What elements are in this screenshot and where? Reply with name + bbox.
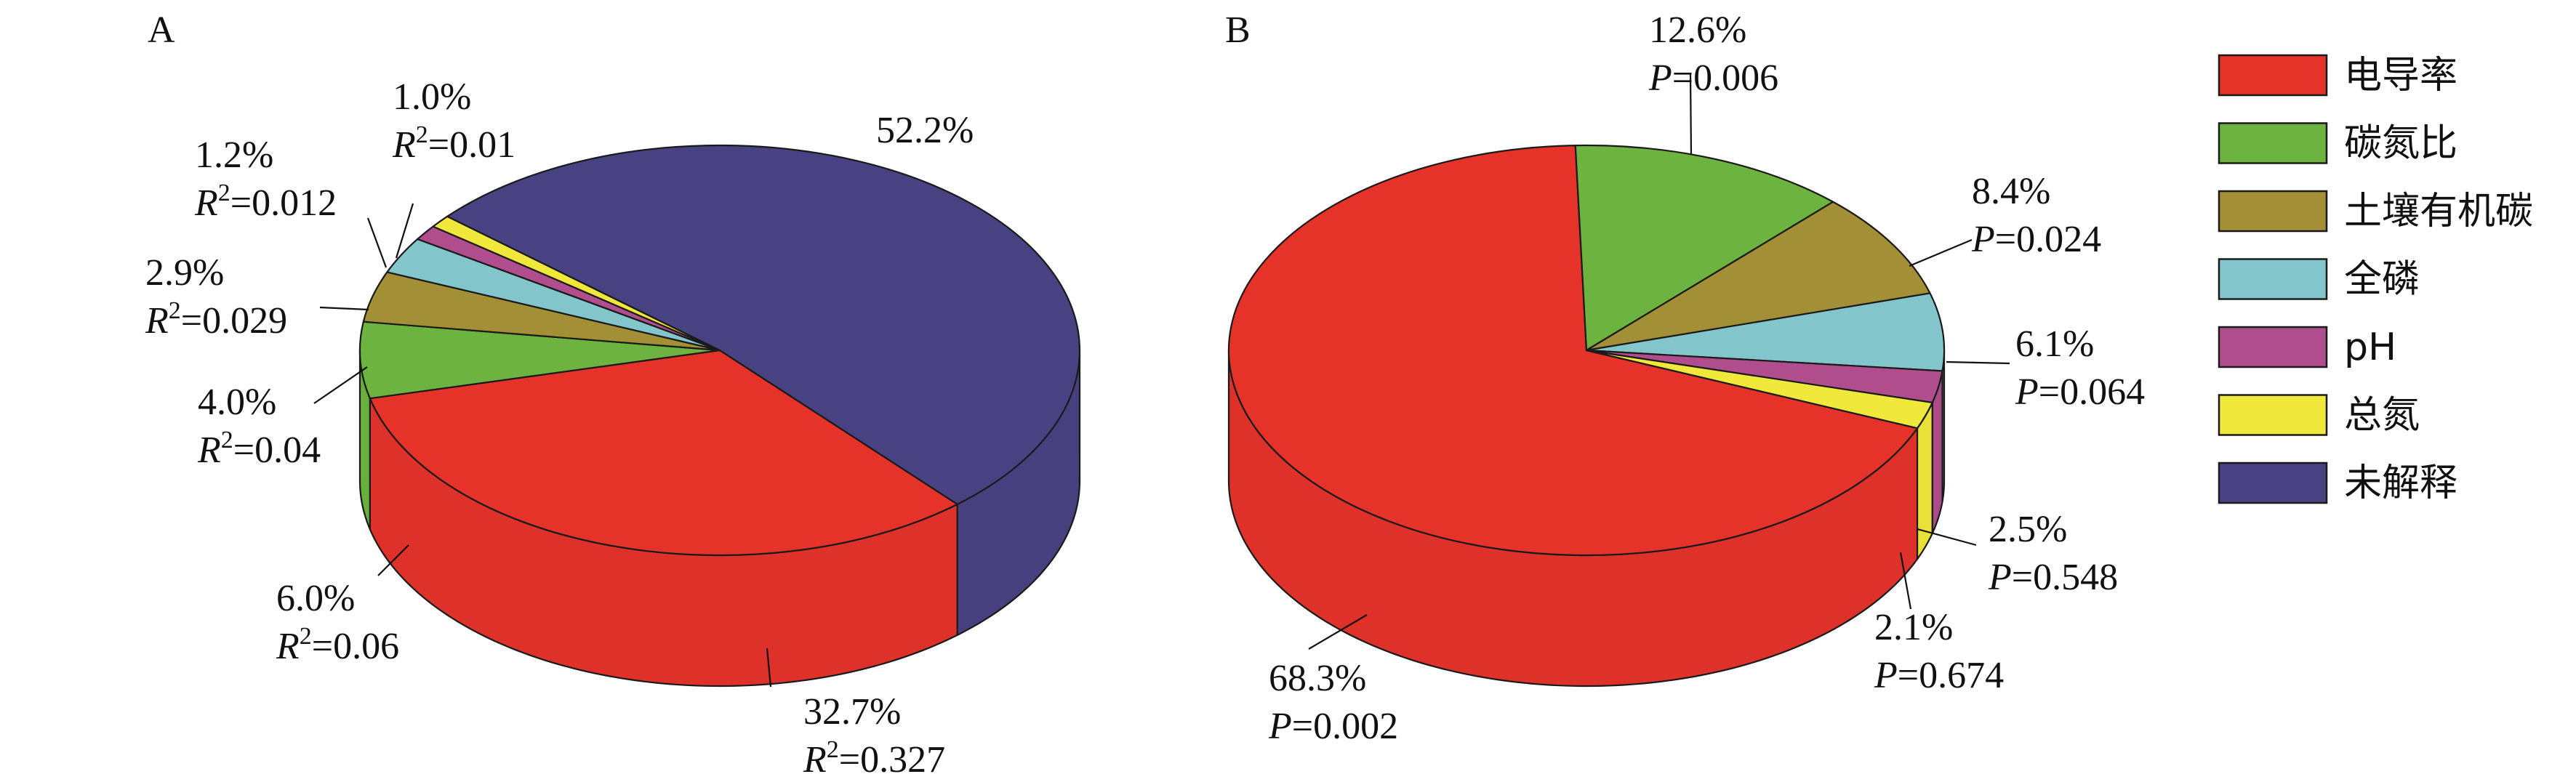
leader-line-总氮 <box>395 203 414 259</box>
pie-slice-电导率 <box>1227 145 1919 557</box>
legend-label-土壤有机碳: 土壤有机碳 <box>2344 190 2533 233</box>
pct-label-未解释: 52.2% <box>876 110 974 151</box>
pie-slice-碳氮比 <box>358 321 721 400</box>
pie-slice-电导率 <box>369 349 958 557</box>
legend-label-pH: pH <box>2344 326 2396 369</box>
pct-label-全磷: 2.9% <box>145 252 224 294</box>
pie-slice-碳氮比 <box>1574 144 1834 352</box>
legend-label-全磷: 全磷 <box>2344 258 2420 302</box>
leader-line-pH <box>1917 528 1977 547</box>
pct-label-总氮: 1.0% <box>393 76 471 118</box>
leader-line-总氮 <box>1899 552 1912 610</box>
legend-swatch-全磷 <box>2218 258 2328 300</box>
leader-line-全磷 <box>319 306 369 311</box>
leader-line-土壤有机碳 <box>1909 238 1973 267</box>
pie-slice-全磷 <box>1585 292 1946 372</box>
legend-swatch-电导率 <box>2218 54 2328 97</box>
stat-label-总氮: R2=0.01 <box>392 121 515 166</box>
leader-line-pH <box>366 217 388 268</box>
legend-label-未解释: 未解释 <box>2344 461 2457 505</box>
legend-label-电导率: 电导率 <box>2344 54 2457 97</box>
leader-line-土壤有机碳 <box>313 366 368 404</box>
leader-line-全磷 <box>1946 360 2010 365</box>
pct-label-碳氮比: 12.6% <box>1649 9 1746 51</box>
leader-line-电导率 <box>766 648 772 688</box>
pct-label-pH: 2.5% <box>1989 509 2067 550</box>
stat-label-总氮: P=0.674 <box>1874 655 2004 696</box>
panel-label-A: A <box>148 9 175 51</box>
pie-chart-a: A 32.7%R2=0.327 6.0%R2=0.06 4.0%R2=0.04 2.9%… <box>145 9 1081 781</box>
leader-line-碳氮比 <box>377 544 409 576</box>
stat-label-电导率: R2=0.327 <box>803 736 945 781</box>
stat-label-碳氮比: R2=0.06 <box>276 623 399 667</box>
pct-label-pH: 1.2% <box>195 134 273 176</box>
stat-label-pH: R2=0.012 <box>194 180 337 224</box>
leader-line-碳氮比 <box>1689 73 1693 155</box>
pie-slice-土壤有机碳 <box>1585 201 1931 352</box>
pie-slice-总氮 <box>1585 349 1933 430</box>
stat-label-土壤有机碳: R2=0.04 <box>197 427 321 471</box>
pct-label-土壤有机碳: 8.4% <box>1972 171 2050 212</box>
stat-label-土壤有机碳: P=0.024 <box>1971 219 2101 260</box>
stat-label-全磷: P=0.064 <box>2015 371 2145 413</box>
legend-swatch-pH <box>2218 326 2328 368</box>
legend-swatch-土壤有机碳 <box>2218 190 2328 233</box>
legend-swatch-未解释 <box>2218 461 2328 504</box>
pct-label-全磷: 6.1% <box>2015 323 2094 365</box>
panel-label-B: B <box>1225 9 1251 51</box>
legend-swatch-总氮 <box>2218 394 2328 436</box>
legend-label-总氮: 总氮 <box>2344 394 2420 438</box>
stat-label-pH: P=0.548 <box>1988 557 2118 598</box>
stat-label-电导率: P=0.002 <box>1268 706 1398 747</box>
pct-label-总氮: 2.1% <box>1874 607 1953 648</box>
stat-label-全磷: R2=0.029 <box>145 297 287 342</box>
stat-label-碳氮比: P=0.006 <box>1648 57 1778 99</box>
legend-swatch-碳氮比 <box>2218 122 2328 164</box>
pct-label-电导率: 32.7% <box>803 691 901 733</box>
pct-label-土壤有机碳: 4.0% <box>198 382 276 423</box>
pct-label-碳氮比: 6.0% <box>276 578 355 619</box>
legend-label-碳氮比: 碳氮比 <box>2344 122 2457 166</box>
pct-label-电导率: 68.3% <box>1269 658 1366 699</box>
pie-slice-未解释 <box>446 144 1081 505</box>
pie-chart-b: B 68.3% P=0.002 12.6% P=0.006 8.4% P=0.024 6.1%… <box>1225 9 2145 747</box>
leader-line-电导率 <box>1308 614 1368 650</box>
